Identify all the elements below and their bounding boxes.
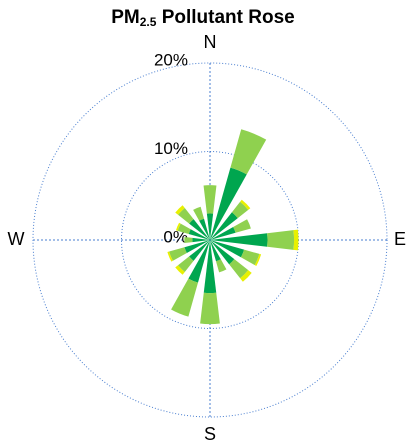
rose-segment <box>192 237 210 243</box>
rose-segment <box>184 236 193 244</box>
chart-title: PM2.5 Pollutant Rose <box>111 7 294 29</box>
grid-circle <box>32 62 388 418</box>
rose-segment <box>210 240 221 262</box>
r-tick-label: 0% <box>163 227 188 246</box>
rose-segment <box>193 206 204 221</box>
rose-segment <box>184 240 210 253</box>
rose-segment <box>233 219 251 233</box>
rose-segment <box>210 233 268 247</box>
rose-segment <box>231 201 249 219</box>
rose-segment <box>210 240 235 265</box>
rose-segment <box>171 278 198 317</box>
r-tick-label: 10% <box>154 139 188 158</box>
rose-segment <box>178 256 194 272</box>
title-rest: Pollutant Rose <box>156 7 294 28</box>
rose-segment <box>240 249 260 266</box>
rose-segment <box>293 229 299 251</box>
rose-segment <box>175 205 185 215</box>
rose-segment <box>267 230 295 250</box>
direction-label: N <box>204 32 217 52</box>
rose-segment <box>203 240 217 294</box>
rose-segment <box>199 218 210 240</box>
direction-label: E <box>394 229 406 249</box>
rose-segment <box>188 240 210 283</box>
direction-label: W <box>8 229 25 249</box>
rose-segment <box>210 227 236 240</box>
rose-segment <box>254 253 262 266</box>
rose-segment <box>189 240 210 261</box>
title-main: PM <box>111 7 140 28</box>
rose-segment <box>210 240 245 258</box>
rose-segment <box>206 213 214 240</box>
title-sub: 2.5 <box>140 15 157 29</box>
rose-segment <box>177 223 191 234</box>
rose-segment <box>240 270 252 282</box>
rose-segment <box>169 247 187 261</box>
rose-segment <box>240 199 251 210</box>
rose-segment <box>200 292 220 325</box>
rose-segment <box>230 129 267 175</box>
direction-label: S <box>204 424 216 444</box>
rose-segment <box>203 185 217 214</box>
rose-segment <box>167 251 173 262</box>
rose-segment <box>175 222 181 231</box>
r-tick-label: 20% <box>154 50 188 69</box>
rose-segment <box>175 265 185 275</box>
rose-segment <box>216 259 227 273</box>
rose-segment <box>229 259 249 279</box>
rose-segment <box>188 229 210 240</box>
rose-segment <box>178 208 194 224</box>
rose-segment <box>210 212 238 240</box>
rose-segment <box>210 167 247 240</box>
rose-segment <box>189 219 210 240</box>
